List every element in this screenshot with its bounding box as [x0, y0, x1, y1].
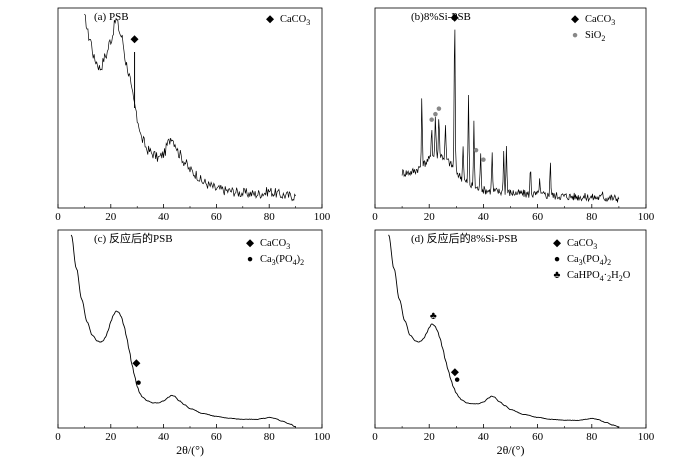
data-series: [388, 234, 619, 428]
x-tick-label: 100: [314, 431, 331, 443]
legend-label: CaCO3: [585, 14, 615, 27]
peak-marker: ◆: [131, 34, 140, 45]
panel-title: (a) PSB: [94, 11, 129, 23]
plot-frame: [57, 7, 323, 209]
x-tick-label: 100: [638, 431, 655, 443]
peak-marker: ♣: [430, 311, 437, 322]
x-tick-label: 0: [55, 431, 61, 443]
legend-label: CaCO3: [260, 238, 290, 251]
legend-marker: ◆: [246, 238, 255, 249]
legend-marker: ◆: [553, 238, 562, 249]
x-tick-label: 40: [478, 431, 490, 443]
legend-label: Ca3(PO4)2: [567, 254, 611, 267]
x-tick-label: 40: [158, 431, 170, 443]
x-tick-label: 100: [314, 211, 331, 223]
x-tick-label: 60: [532, 211, 544, 223]
x-tick-label: 80: [586, 211, 598, 223]
panel-a-psb: 0 20 40 60 80 100(a) PSB◆◆ CaCO3: [55, 7, 331, 223]
data-series: [401, 29, 620, 203]
peak-marker: ●: [480, 154, 486, 165]
x-axis-label: 2θ/(°): [497, 443, 525, 457]
peak-marker: ●: [428, 114, 434, 125]
x-tick-label: 80: [586, 431, 598, 443]
peak-marker: ●: [432, 109, 438, 120]
x-tick-label: 0: [55, 211, 61, 223]
peak-marker: ●: [135, 378, 141, 389]
x-tick-label: 0: [372, 431, 378, 443]
x-tick-label: 0: [372, 211, 378, 223]
legend-marker: ●: [247, 254, 253, 265]
panel-c-reacted-psb: 0 20 40 60 80 100 (c) 反应后的PSB 2θ/(°) ◆ ● ◆ CaCO3 ● Ca…: [55, 229, 331, 457]
x-tick-label: 60: [211, 431, 223, 443]
legend-marker: ◆: [266, 14, 275, 25]
panel-title: (d) 反应后的8%Si-PSB: [411, 231, 518, 245]
peak-marker: ●: [436, 103, 442, 114]
data-series: [70, 234, 296, 428]
panel-title: (b)8%Si-PSB: [411, 11, 471, 23]
x-tick-label: 20: [424, 211, 436, 223]
x-axis-label: 2θ/(°): [176, 443, 204, 457]
legend-label: SiO2: [585, 30, 605, 43]
legend-marker: ♣: [554, 270, 561, 281]
x-tick-label: 20: [105, 431, 117, 443]
legend-marker: ●: [572, 30, 578, 41]
peak-marker: ●: [473, 145, 479, 156]
data-series: [84, 13, 296, 202]
panel-b-8si-psb: 0 20 40 60 80 100(b)8%Si-PSB◆●●●●●◆ CaCO3● SiO2: [372, 7, 655, 223]
peak-marker: ◆: [132, 358, 141, 369]
x-tick-label: 20: [424, 431, 436, 443]
peak-marker: ◆: [451, 367, 460, 378]
legend-label: CaCO3: [280, 14, 310, 27]
panel-title: (c) 反应后的PSB: [94, 231, 173, 245]
x-tick-label: 80: [264, 431, 276, 443]
x-tick-label: 80: [264, 211, 276, 223]
x-tick-label: 20: [105, 211, 117, 223]
x-tick-label: 60: [211, 211, 223, 223]
x-tick-label: 40: [478, 211, 490, 223]
x-tick-label: 40: [158, 211, 170, 223]
legend-label: CaHPO4·2H2O: [567, 270, 631, 283]
x-tick-label: 100: [638, 211, 655, 223]
legend-label: Ca3(PO4)2: [260, 254, 304, 267]
x-tick-label: 60: [532, 431, 544, 443]
plot-frame: [374, 7, 647, 209]
legend-marker: ◆: [571, 14, 580, 25]
peak-marker: ●: [454, 375, 460, 386]
legend-marker: ●: [554, 254, 560, 265]
peak-marker: ◆: [451, 12, 460, 23]
legend-label: CaCO3: [567, 238, 597, 251]
